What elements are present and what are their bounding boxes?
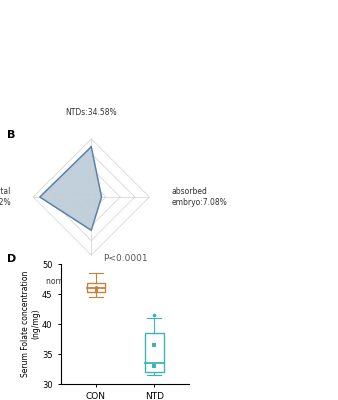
Point — [93, 285, 99, 291]
Polygon shape — [40, 147, 101, 230]
Point — [93, 284, 99, 290]
Text: D: D — [7, 254, 16, 264]
Text: developmental
retardation:35.42%: developmental retardation:35.42% — [0, 187, 11, 207]
Point — [151, 363, 157, 369]
Title: P<0.0001: P<0.0001 — [103, 254, 147, 263]
Bar — [145, 333, 164, 372]
Point — [93, 288, 99, 294]
Y-axis label: Serum Folate concentration
(ng/mg): Serum Folate concentration (ng/mg) — [21, 271, 41, 377]
Point — [151, 342, 157, 348]
Bar — [87, 283, 105, 292]
Point — [93, 286, 99, 292]
Text: normal embryo:22.92%: normal embryo:22.92% — [46, 277, 136, 286]
Text: NTDs:34.58%: NTDs:34.58% — [66, 108, 117, 117]
Text: B: B — [7, 130, 15, 140]
Text: absorbed
embryo:7.08%: absorbed embryo:7.08% — [171, 187, 227, 207]
Point — [151, 312, 157, 318]
